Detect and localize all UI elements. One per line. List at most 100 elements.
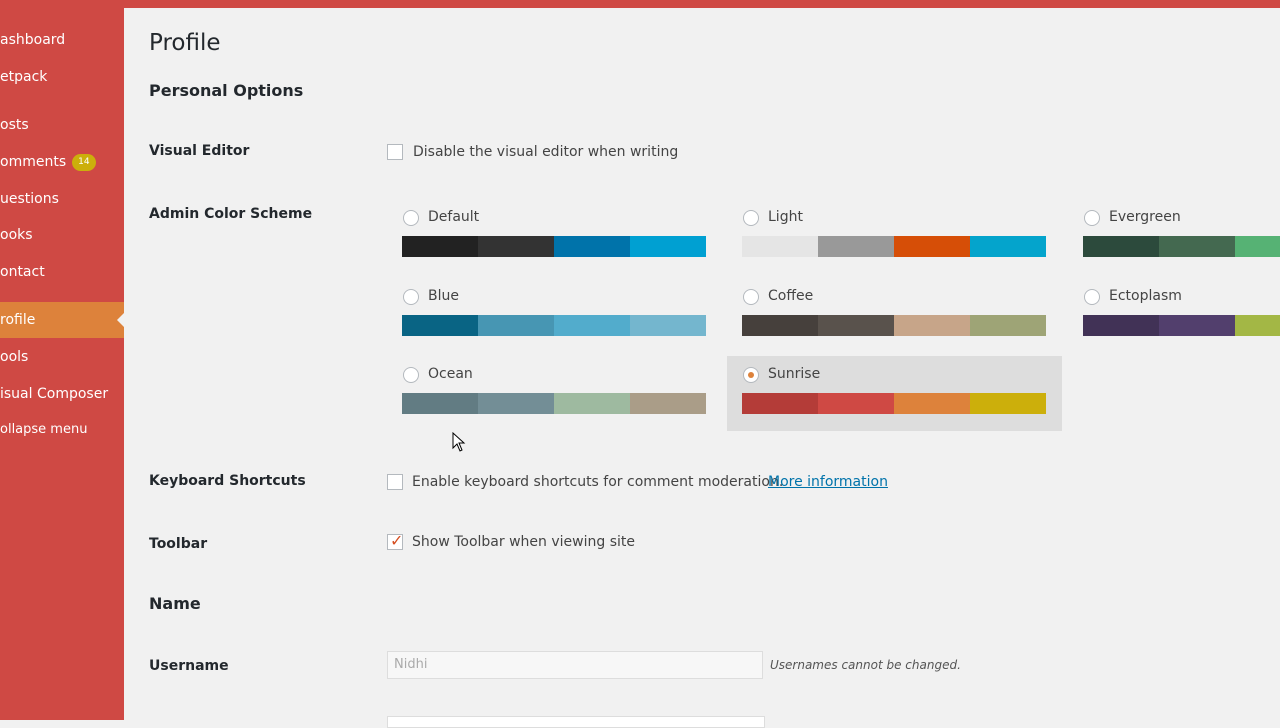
radio[interactable] [1084, 289, 1100, 305]
menu-arrow [117, 313, 124, 327]
count-badge: 14 [72, 153, 96, 171]
swatch-row[interactable] [402, 315, 706, 336]
swatch [630, 236, 706, 257]
swatch [742, 315, 818, 336]
scheme-name[interactable]: Ocean [428, 366, 473, 382]
menu-label[interactable]: osts [0, 117, 29, 133]
swatch-row[interactable] [742, 393, 1046, 414]
swatch [970, 236, 1046, 257]
scheme-name[interactable]: Blue [428, 288, 459, 304]
radio[interactable] [743, 210, 759, 226]
menu-item[interactable]: uestions [0, 181, 124, 217]
swatch [402, 236, 478, 257]
swatch [402, 315, 478, 336]
menu-label[interactable]: ashboard [0, 32, 66, 48]
menu-label[interactable]: ooks [0, 227, 33, 243]
swatch [894, 393, 970, 414]
menu-item[interactable]: ashboard [0, 22, 124, 58]
swatch [478, 315, 554, 336]
field-label: Admin Color Scheme [149, 206, 313, 222]
cursor [452, 432, 466, 452]
checkbox-label[interactable]: Show Toolbar when viewing site [412, 534, 635, 550]
radio[interactable] [743, 367, 759, 383]
scheme-name[interactable]: Sunrise [768, 366, 821, 382]
scheme-name[interactable]: Ectoplasm [1109, 288, 1182, 304]
radio[interactable] [403, 367, 419, 383]
swatch-row[interactable] [402, 236, 706, 257]
swatch [818, 236, 894, 257]
swatch [970, 393, 1046, 414]
checkbox-label[interactable]: Enable keyboard shortcuts for comment mo… [412, 474, 784, 490]
menu-item[interactable]: ollapse menu [0, 412, 124, 448]
field-label: Username [149, 658, 229, 674]
swatch-row[interactable] [742, 236, 1046, 257]
menu-item[interactable]: rofile [0, 302, 124, 338]
menu-item[interactable]: ontact [0, 254, 124, 290]
menu-label[interactable]: omments [0, 154, 67, 170]
swatch-row[interactable] [402, 393, 706, 414]
section-heading: Personal Options [149, 81, 304, 100]
admin-bar [124, 0, 1280, 8]
swatch [970, 315, 1046, 336]
menu-label[interactable]: ontact [0, 264, 45, 280]
radio[interactable] [403, 210, 419, 226]
swatch [402, 393, 478, 414]
field-label: Keyboard Shortcuts [149, 473, 306, 489]
field-label: Visual Editor [149, 143, 250, 159]
swatch [894, 236, 970, 257]
swatch [742, 236, 818, 257]
text-input[interactable]: Nidhi [387, 651, 763, 679]
swatch [818, 393, 894, 414]
menu-item[interactable]: omments 14 [0, 144, 124, 180]
checkbox-label[interactable]: Disable the visual editor when writing [413, 144, 679, 160]
radio[interactable] [743, 289, 759, 305]
text-input[interactable] [387, 716, 765, 728]
menu-label[interactable]: isual Composer [0, 386, 109, 402]
scheme-name[interactable]: Light [768, 209, 803, 225]
swatch-row[interactable] [1083, 236, 1280, 257]
swatch [554, 315, 630, 336]
swatch [554, 393, 630, 414]
menu-label[interactable]: etpack [0, 69, 48, 85]
swatch [1083, 315, 1159, 336]
swatch [818, 315, 894, 336]
menu-label[interactable]: ools [0, 349, 29, 365]
swatch [894, 315, 970, 336]
link[interactable]: More information [768, 474, 888, 490]
checkbox[interactable]: ✓ [387, 531, 404, 550]
checkbox[interactable] [387, 474, 403, 490]
swatch [1083, 236, 1159, 257]
menu-item[interactable]: isual Composer [0, 376, 124, 412]
swatch [742, 393, 818, 414]
field-label: Toolbar [149, 536, 208, 552]
menu-item[interactable]: ools [0, 339, 124, 375]
section-heading: Name [149, 594, 201, 613]
scheme-name[interactable]: Evergreen [1109, 209, 1181, 225]
menu-item[interactable]: etpack [0, 59, 124, 95]
swatch-row[interactable] [742, 315, 1046, 336]
swatch-row[interactable] [1083, 315, 1280, 336]
page-title: Profile [149, 30, 221, 56]
checkbox[interactable] [387, 144, 403, 160]
swatch [1159, 236, 1235, 257]
scheme-name[interactable]: Default [428, 209, 480, 225]
menu-item[interactable]: ooks [0, 217, 124, 253]
swatch [630, 393, 706, 414]
swatch [1235, 236, 1280, 257]
radio[interactable] [1084, 210, 1100, 226]
swatch [1235, 315, 1280, 336]
menu-label[interactable]: ollapse menu [0, 422, 88, 437]
check-mark: ✓ [390, 531, 404, 550]
radio-dot [748, 372, 754, 378]
menu-label[interactable]: uestions [0, 191, 59, 207]
sidebar: ashboard etpack osts omments 14 uestions ooks o… [0, 0, 124, 720]
scheme-name[interactable]: Coffee [768, 288, 814, 304]
menu-label[interactable]: rofile [0, 312, 36, 328]
radio[interactable] [403, 289, 419, 305]
swatch [554, 236, 630, 257]
menu-item[interactable]: osts [0, 107, 124, 143]
swatch [630, 315, 706, 336]
swatch [1159, 315, 1235, 336]
swatch [478, 236, 554, 257]
